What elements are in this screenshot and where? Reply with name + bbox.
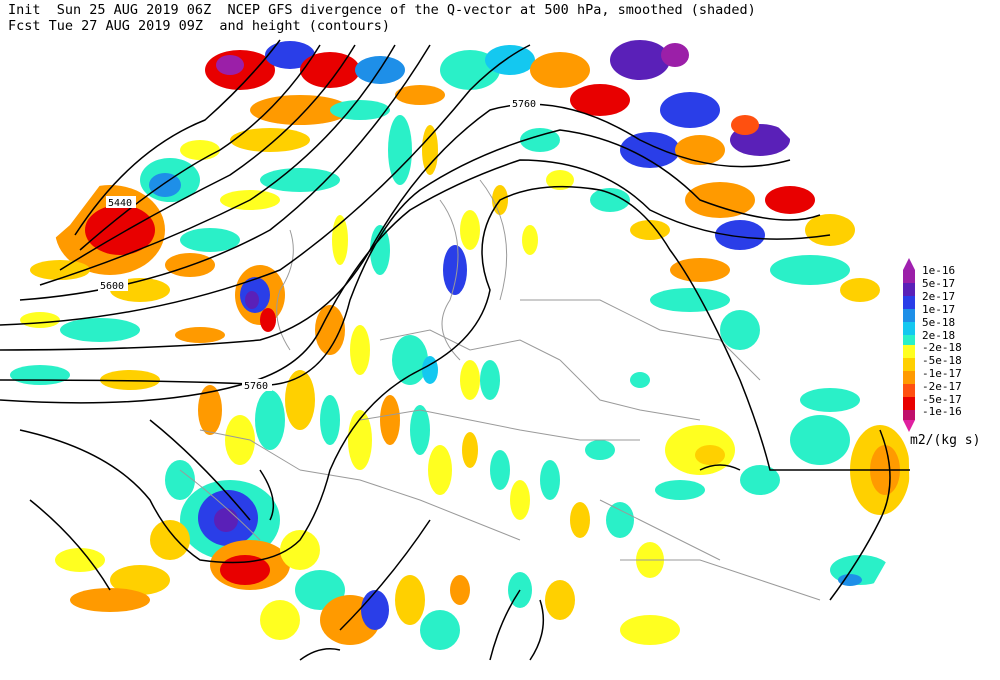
colorbar-swatch	[903, 384, 915, 397]
colorbar-swatch	[903, 358, 915, 371]
colorbar-swatch	[903, 397, 915, 410]
shaded-field	[10, 40, 910, 650]
colorbar-label: -5e-18	[922, 354, 962, 367]
contour-label-5760-west: 5760	[244, 381, 268, 392]
colorbar-swatch	[903, 309, 915, 322]
colorbar-swatch	[903, 296, 915, 309]
colorbar-label: 1e-16	[922, 264, 956, 277]
colorbar-bottom-arrow	[903, 420, 915, 432]
band-central	[198, 305, 590, 538]
colorbar-label: 5e-18	[922, 316, 956, 329]
colorbar-label: 5e-17	[922, 277, 956, 290]
band-east	[508, 372, 910, 645]
colorbar-label: -5e-17	[922, 393, 962, 406]
colorbar-label: 1e-17	[922, 303, 956, 316]
band-northwest	[10, 41, 445, 390]
colorbar-swatch	[903, 270, 915, 283]
band-north	[440, 40, 880, 350]
colorbar-label: -1e-16	[922, 405, 962, 418]
colorbar-label: -1e-17	[922, 367, 962, 380]
header-init-line: Init Sun 25 AUG 2019 06Z NCEP GFS diverg…	[8, 2, 756, 18]
colorbar-label: 2e-17	[922, 290, 956, 303]
country-borders	[179, 179, 821, 601]
colorbar-label: 2e-18	[922, 329, 956, 342]
colorbar-units: m2/(kg s)	[910, 433, 981, 448]
colorbar-swatch	[903, 345, 915, 358]
colorbar	[903, 258, 915, 432]
colorbar-top-arrow	[903, 258, 915, 270]
colorbar-label: -2e-17	[922, 380, 962, 393]
contour-label-5600: 5600	[100, 281, 124, 292]
band-iberia	[55, 460, 470, 650]
colorbar-swatch	[903, 322, 915, 335]
colorbar-swatch	[903, 410, 915, 420]
colorbar-swatch	[903, 283, 915, 296]
contour-label-5760-north: 5760	[512, 99, 536, 110]
colorbar-swatch	[903, 371, 915, 384]
contour-label-5440: 5440	[108, 198, 132, 209]
contour-labels: 5440 5600 5760 5760	[98, 97, 540, 392]
header-forecast-line: Fcst Tue 27 AUG 2019 09Z and height (con…	[8, 18, 391, 34]
colorbar-swatch	[903, 335, 915, 345]
height-contours	[0, 39, 910, 661]
colorbar-label: -2e-18	[922, 341, 962, 354]
